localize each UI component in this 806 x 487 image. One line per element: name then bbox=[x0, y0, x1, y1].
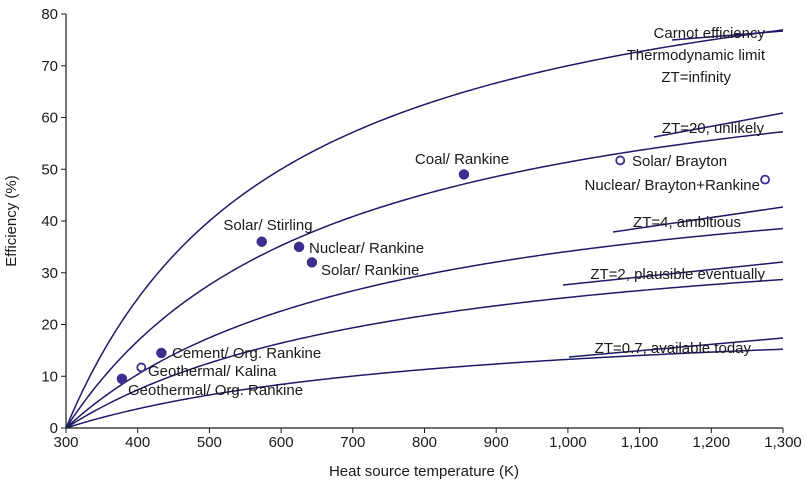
x-tick-label: 1,000 bbox=[549, 434, 587, 451]
curve-zt2 bbox=[65, 278, 784, 429]
y-tick-label: 70 bbox=[41, 58, 58, 75]
data-point-label: Geothermal/ Org. Rankine bbox=[128, 382, 303, 399]
y-tick-label: 10 bbox=[41, 368, 58, 385]
x-tick-label: 400 bbox=[125, 434, 150, 451]
curve-carnot bbox=[65, 29, 784, 429]
data-point-label: Solar/ Brayton bbox=[632, 153, 727, 170]
data-point bbox=[458, 169, 470, 180]
data-point bbox=[306, 257, 318, 268]
x-tick-label: 800 bbox=[412, 434, 437, 451]
y-axis-ticks: 0 10 20 30 40 50 60 70 80 bbox=[41, 6, 66, 437]
data-point bbox=[293, 241, 305, 253]
curve-annotations: Carnot efficiency Thermodynamic limit ZT=i… bbox=[590, 25, 766, 357]
annotation-carnot: Carnot efficiency bbox=[654, 25, 766, 42]
y-tick-label: 60 bbox=[41, 110, 58, 127]
annotation-zt4: ZT=4, ambitious bbox=[633, 214, 741, 231]
data-point-label: Solar/ Stirling bbox=[223, 217, 312, 234]
x-tick-label: 1,200 bbox=[693, 434, 731, 451]
data-point-label: Solar/ Rankine bbox=[321, 262, 419, 279]
x-tick-label: 1,300 bbox=[764, 434, 802, 451]
annotation-carnot: Thermodynamic limit bbox=[627, 47, 766, 64]
data-point-label: Geothermal/ Kalina bbox=[148, 363, 277, 380]
y-tick-label: 20 bbox=[41, 317, 58, 334]
y-tick-label: 80 bbox=[41, 6, 58, 23]
annotation-carnot: ZT=infinity bbox=[661, 69, 731, 86]
data-point bbox=[615, 155, 626, 166]
curve-zt07 bbox=[65, 348, 784, 429]
data-point-labels: Coal/ Rankine Solar/ Brayton Nuclear/ Bray… bbox=[128, 151, 760, 399]
y-tick-label: 40 bbox=[41, 213, 58, 230]
x-tick-label: 500 bbox=[197, 434, 222, 451]
data-point-label: Nuclear/ Brayton+Rankine bbox=[584, 177, 760, 194]
curve-zt4 bbox=[65, 227, 784, 429]
annotation-leader-zt07 bbox=[568, 337, 784, 358]
data-point bbox=[156, 347, 167, 359]
x-tick-label: 1,100 bbox=[621, 434, 659, 451]
data-point bbox=[256, 236, 267, 247]
x-tick-label: 600 bbox=[269, 434, 294, 451]
data-point-label: Cement/ Org. Rankine bbox=[172, 345, 321, 362]
data-point bbox=[116, 373, 128, 385]
curve-layer bbox=[65, 29, 784, 429]
x-tick-label: 700 bbox=[340, 434, 365, 451]
data-points bbox=[116, 155, 770, 385]
x-tick-label: 900 bbox=[484, 434, 509, 451]
data-point bbox=[760, 174, 770, 185]
x-axis-ticks: 300 400 500 600 700 800 900 1,000 1,100 1,200 1,30… bbox=[53, 428, 802, 451]
data-point-label: Coal/ Rankine bbox=[415, 151, 509, 168]
annotation-leader-zt4 bbox=[612, 206, 784, 233]
data-point bbox=[136, 362, 147, 373]
annotation-zt07: ZT=0.7, available today bbox=[595, 340, 752, 357]
curve-zt20 bbox=[65, 130, 784, 429]
data-point-label: Nuclear/ Rankine bbox=[309, 240, 424, 257]
annotation-zt20: ZT=20, unlikely bbox=[662, 120, 765, 137]
y-tick-label: 30 bbox=[41, 265, 58, 282]
x-tick-label: 300 bbox=[53, 434, 78, 451]
annotation-leader-zt20 bbox=[653, 112, 784, 138]
x-axis-label: Heat source temperature (K) bbox=[329, 463, 519, 480]
annotation-leader-layer bbox=[562, 30, 784, 358]
annotation-zt2: ZT=2, plausible eventually bbox=[590, 266, 765, 283]
y-axis-label: Efficiency (%) bbox=[3, 175, 20, 266]
y-tick-label: 0 bbox=[50, 420, 58, 437]
annotation-leader-carnot bbox=[671, 30, 784, 41]
y-tick-label: 50 bbox=[41, 161, 58, 178]
annotation-leader-zt2 bbox=[562, 261, 784, 286]
